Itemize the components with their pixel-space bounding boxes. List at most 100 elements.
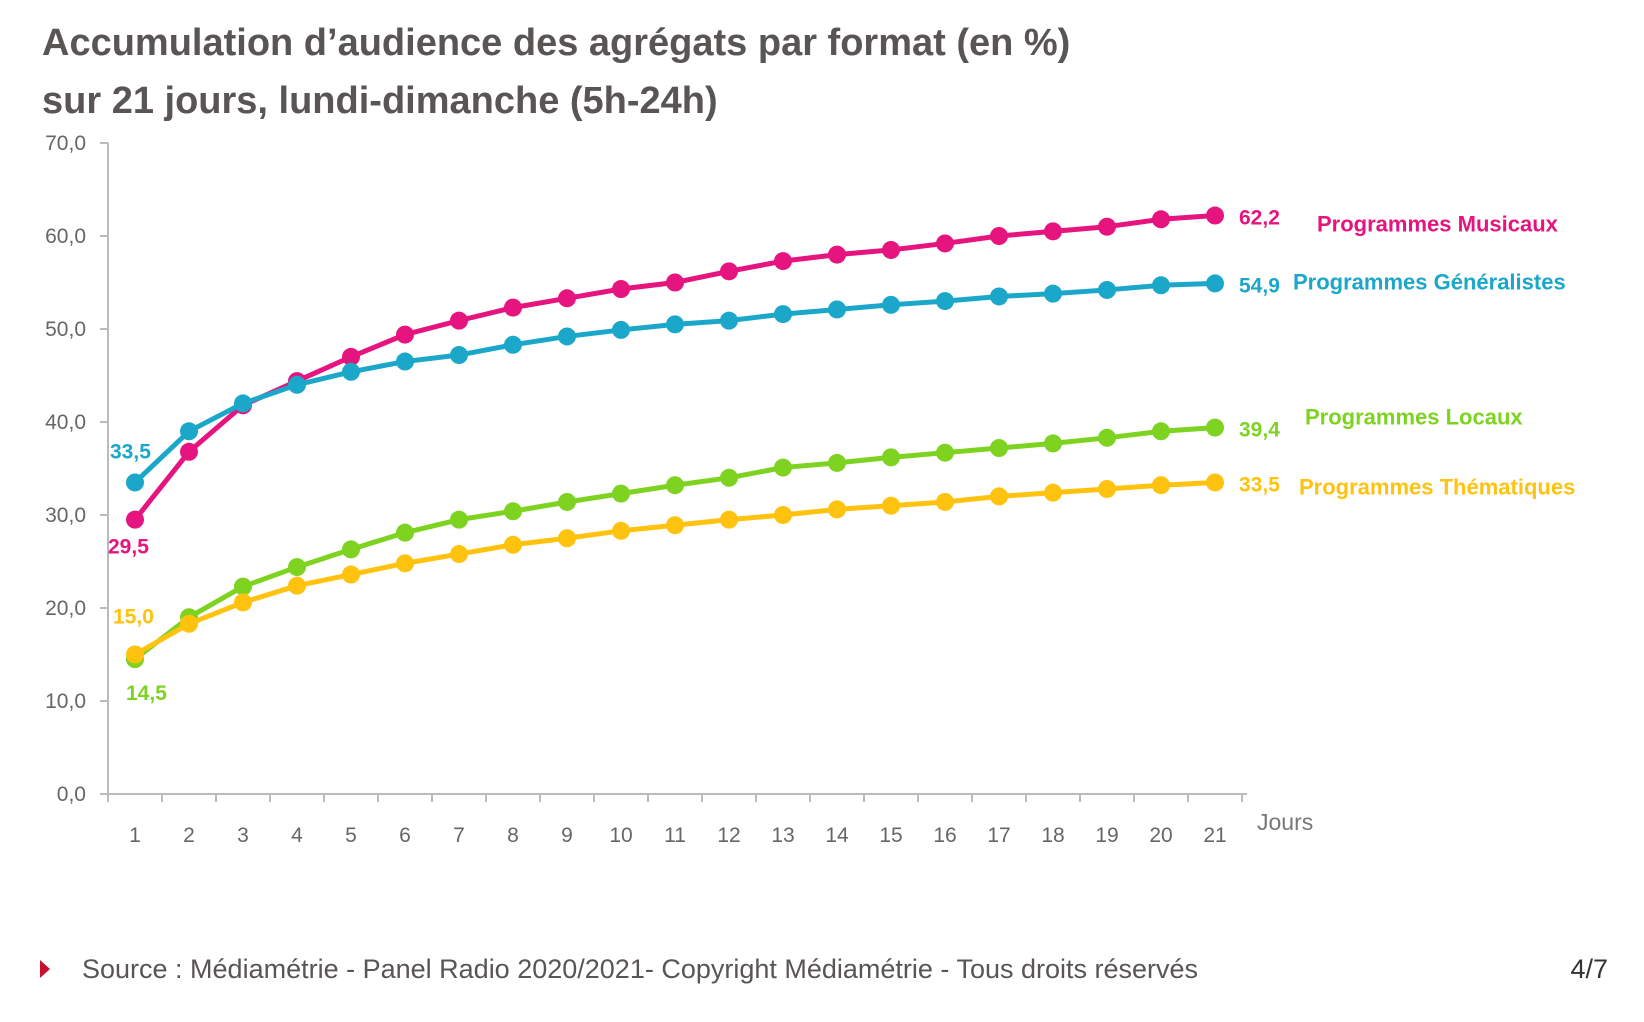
data-point	[1206, 473, 1224, 492]
x-tick-label: 10	[609, 824, 632, 847]
x-tick-label: 14	[825, 824, 849, 847]
data-point	[882, 496, 900, 515]
x-tick-label: 8	[507, 824, 519, 847]
data-point	[450, 311, 468, 330]
start-value-label: 15,0	[113, 606, 154, 629]
data-point	[828, 300, 846, 319]
page-number: 4/7	[1570, 954, 1608, 984]
series-name-label: Programmes Thématiques	[1299, 474, 1575, 499]
data-point	[720, 262, 738, 281]
data-point	[612, 484, 630, 503]
data-point	[558, 492, 576, 511]
chart-title: Accumulation d’audience des agrégats par…	[42, 14, 1070, 130]
y-tick-label: 40,0	[45, 411, 86, 434]
y-tick-label: 30,0	[45, 504, 86, 527]
data-point	[990, 287, 1008, 306]
x-tick-label: 16	[933, 824, 956, 847]
data-point	[1152, 210, 1170, 229]
x-tick-label: 6	[399, 824, 411, 847]
line-chart: 0,010,020,030,040,050,060,070,01 2 3 4 5 6 7 8 9…	[45, 132, 1575, 847]
data-point	[558, 529, 576, 548]
data-point	[288, 558, 306, 577]
data-point	[450, 510, 468, 529]
data-point	[180, 614, 198, 633]
data-point	[990, 439, 1008, 458]
data-point	[666, 516, 684, 535]
x-tick-label: 20	[1149, 824, 1172, 847]
x-tick-label: 17	[987, 824, 1010, 847]
data-point	[1098, 428, 1116, 447]
data-point	[612, 521, 630, 540]
x-tick-label: 19	[1095, 824, 1118, 847]
data-point	[1044, 284, 1062, 303]
x-tick-label: 1	[129, 824, 141, 847]
data-point	[234, 577, 252, 596]
data-point	[720, 468, 738, 487]
data-point	[558, 289, 576, 308]
x-tick-label: 7	[453, 824, 465, 847]
series-line	[132, 425, 1218, 662]
data-point	[504, 535, 522, 554]
data-point	[612, 320, 630, 339]
data-point	[828, 453, 846, 472]
data-point	[126, 645, 144, 664]
footer: Source : Médiamétrie - Panel Radio 2020/…	[0, 950, 1644, 990]
data-point	[1206, 206, 1224, 225]
data-point	[180, 422, 198, 441]
start-value-label: 29,5	[108, 536, 149, 559]
data-point	[666, 315, 684, 334]
data-point	[936, 443, 954, 462]
x-tick-label: 18	[1041, 824, 1064, 847]
data-point	[1044, 434, 1062, 453]
data-point	[774, 305, 792, 324]
data-point	[396, 554, 414, 573]
start-value-label: 33,5	[110, 440, 151, 463]
data-point	[1098, 479, 1116, 498]
x-tick-label: 11	[664, 824, 686, 847]
data-point	[1098, 217, 1116, 236]
start-value-label: 14,5	[126, 682, 167, 705]
data-point	[774, 506, 792, 524]
series-name-label: Programmes Locaux	[1305, 405, 1523, 430]
data-point	[1098, 280, 1116, 299]
end-value-label: 54,9	[1239, 274, 1280, 297]
y-tick-label: 50,0	[45, 318, 86, 341]
series-name-label: Programmes Musicaux	[1317, 212, 1559, 237]
data-point	[342, 565, 360, 584]
x-tick-label: 15	[879, 824, 902, 847]
data-point	[504, 298, 522, 317]
data-point	[990, 227, 1008, 245]
end-value-label: 33,5	[1239, 473, 1280, 496]
data-point	[126, 473, 144, 492]
y-tick-label: 0,0	[57, 783, 86, 806]
data-point	[504, 335, 522, 354]
x-tick-label: 9	[561, 824, 573, 847]
data-point	[882, 448, 900, 467]
data-point	[774, 252, 792, 271]
x-tick-label: 5	[345, 824, 357, 847]
data-point	[342, 362, 360, 381]
source-note: Source : Médiamétrie - Panel Radio 2020/…	[82, 954, 1199, 984]
data-point	[1206, 418, 1224, 437]
data-point	[612, 280, 630, 299]
data-point	[288, 375, 306, 394]
x-tick-label: 3	[237, 824, 249, 847]
data-point	[180, 442, 198, 461]
data-point	[666, 273, 684, 292]
data-point	[450, 346, 468, 365]
data-point	[558, 327, 576, 346]
y-tick-label: 20,0	[45, 597, 86, 620]
data-point	[936, 492, 954, 511]
x-axis-label: Jours	[1257, 809, 1313, 835]
data-point	[450, 545, 468, 564]
data-point	[396, 352, 414, 371]
data-point	[396, 325, 414, 344]
data-point	[774, 458, 792, 477]
y-tick-label: 60,0	[45, 225, 86, 248]
data-point	[342, 347, 360, 366]
data-point	[1152, 422, 1170, 441]
data-point	[1044, 483, 1062, 502]
data-point	[1152, 476, 1170, 495]
data-point	[828, 245, 846, 264]
data-point	[666, 476, 684, 495]
